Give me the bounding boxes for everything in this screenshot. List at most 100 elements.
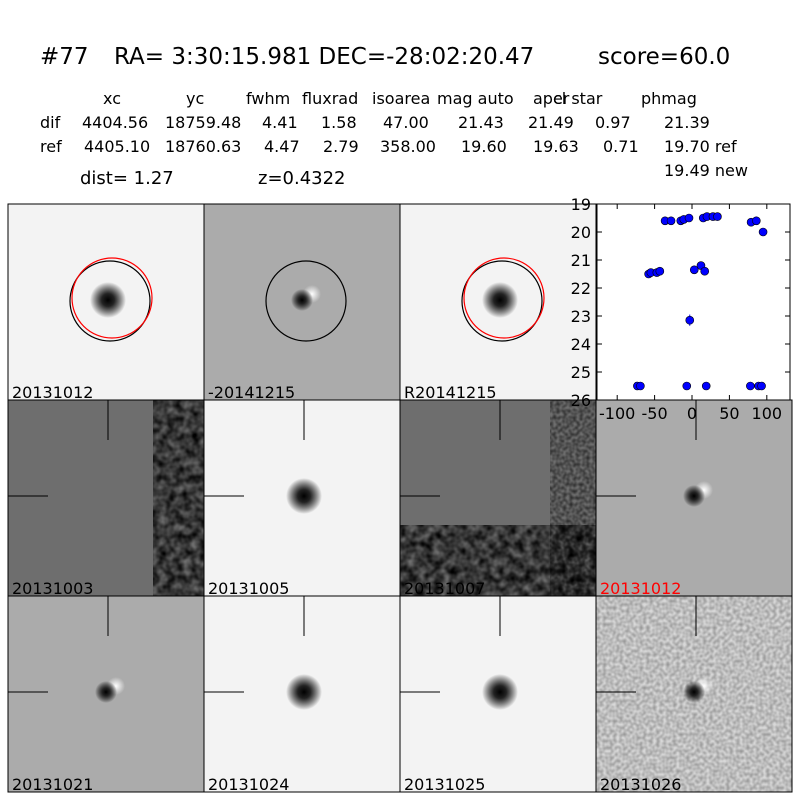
point xyxy=(684,213,694,223)
source xyxy=(683,485,705,507)
object-id: #77 xyxy=(40,44,89,70)
distance: dist= 1.27 xyxy=(80,168,174,189)
table-cell: 4404.56 xyxy=(82,113,148,132)
source xyxy=(286,674,322,710)
y-tick-label: 24 xyxy=(571,335,591,354)
noise xyxy=(400,525,596,596)
y-tick-label: 19 xyxy=(571,195,591,214)
aperture xyxy=(265,260,347,342)
stamp-label: 20131026 xyxy=(600,775,681,794)
point xyxy=(685,315,695,325)
source xyxy=(90,282,126,318)
y-tick-label: 23 xyxy=(571,307,591,326)
stamps: 20131012 -20141215 R20141215 20131003 201310… xyxy=(7,203,793,794)
table-cell: 21.39 xyxy=(664,113,710,132)
stamp: 20131012 xyxy=(595,399,793,598)
table-cell: 21.49 xyxy=(528,113,574,132)
x-tick-label: 100 xyxy=(752,404,783,423)
column-header: aper xyxy=(533,89,570,108)
column-header: isoarea xyxy=(372,89,430,108)
aperture xyxy=(71,257,153,339)
point xyxy=(689,265,699,275)
point xyxy=(746,381,755,391)
y-tick-label: 26 xyxy=(571,391,591,410)
stamp: 20131025 xyxy=(399,595,597,794)
table-cell: 19.60 xyxy=(461,137,507,156)
point xyxy=(713,212,722,221)
point xyxy=(655,266,665,276)
point xyxy=(700,266,710,276)
noise xyxy=(153,400,204,596)
source xyxy=(286,478,322,514)
stamp-label: 20131021 xyxy=(12,775,93,794)
table-cell: 358.00 xyxy=(380,137,436,156)
stamp-label: R20141215 xyxy=(404,383,497,402)
y-tick-label: 25 xyxy=(571,363,591,382)
aperture xyxy=(69,260,151,342)
point xyxy=(758,227,768,237)
redshift: z=0.4322 xyxy=(258,168,346,189)
table-cell: dif xyxy=(40,113,61,132)
source xyxy=(482,674,518,710)
y-tick-label: 21 xyxy=(571,251,591,270)
table-cell: 2.79 xyxy=(323,137,359,156)
point xyxy=(666,216,676,226)
point xyxy=(636,381,645,391)
stamp-label: 20131003 xyxy=(12,579,93,598)
aperture xyxy=(463,257,545,339)
column-header: cl star xyxy=(553,89,603,108)
stamp: 20131021 xyxy=(7,595,205,794)
stamp-label: 20131007 xyxy=(404,579,485,598)
x-tick-label: 50 xyxy=(719,404,739,423)
stamp-label: 20131012 xyxy=(12,383,93,402)
plot-bg xyxy=(596,203,791,401)
source xyxy=(683,681,705,703)
stamp-label: 20131012 xyxy=(600,579,681,598)
table-cell: 4.47 xyxy=(264,137,300,156)
x-tick-label: -50 xyxy=(642,404,668,423)
column-header: fluxrad xyxy=(302,89,358,108)
light-curve: 19 20 21 22 23 24 25 26 -100 -50 0 50 100 xyxy=(571,195,791,423)
stamp: -20141215 xyxy=(203,203,401,402)
table-cell: 18760.63 xyxy=(165,137,241,156)
table-cell: 4.41 xyxy=(262,113,298,132)
new-mag: 19.49 new xyxy=(664,161,748,180)
table-cell: 4405.10 xyxy=(84,137,150,156)
y-tick-label: 22 xyxy=(571,279,591,298)
table-cell: 0.97 xyxy=(595,113,631,132)
stamp: 20131012 xyxy=(7,203,205,402)
stamp-label: -20141215 xyxy=(208,383,295,402)
column-header: xc xyxy=(103,89,121,108)
stamp-label: 20131024 xyxy=(208,775,289,794)
stamp: 20131026 xyxy=(595,595,793,794)
point xyxy=(682,381,692,391)
stamp-label: 20131025 xyxy=(404,775,485,794)
table-cell: 19.63 xyxy=(533,137,579,156)
table-cell: 1.58 xyxy=(321,113,357,132)
stamp: 20131024 xyxy=(203,595,401,794)
stamp: 20131003 xyxy=(7,399,205,598)
table-cell: ref xyxy=(40,137,62,156)
table-cell: 19.70 ref xyxy=(664,137,737,156)
stamp: R20141215 xyxy=(399,203,597,402)
stamp-frame xyxy=(595,595,793,793)
column-header: fwhm xyxy=(246,89,290,108)
score: score=60.0 xyxy=(598,44,730,70)
stamp: 20131007 xyxy=(399,399,597,598)
table-cell: 47.00 xyxy=(383,113,429,132)
column-header: phmag xyxy=(641,89,697,108)
coordinates: RA= 3:30:15.981 DEC=-28:02:20.47 xyxy=(114,44,534,70)
source xyxy=(482,282,518,318)
point xyxy=(701,381,711,391)
y-tick-label: 20 xyxy=(571,223,591,242)
stamp-label: 20131005 xyxy=(208,579,289,598)
x-tick-label: 0 xyxy=(687,404,697,423)
source xyxy=(291,289,313,311)
table-cell: 21.43 xyxy=(458,113,504,132)
source xyxy=(95,681,117,703)
stamp: 20131005 xyxy=(203,399,401,598)
point xyxy=(752,216,761,226)
point xyxy=(757,381,766,391)
column-header: mag auto xyxy=(437,89,514,108)
